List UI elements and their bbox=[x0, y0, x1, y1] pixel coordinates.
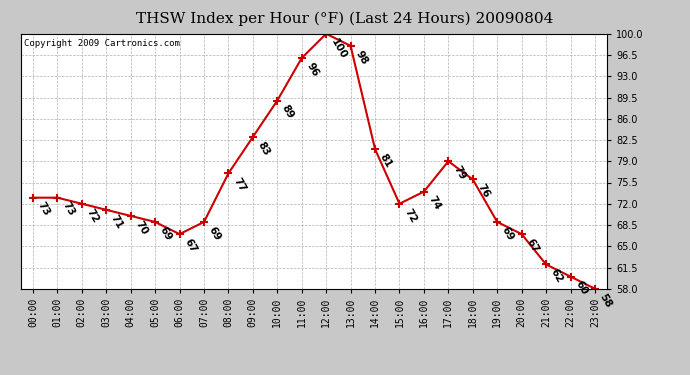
Text: 74: 74 bbox=[426, 194, 443, 212]
Text: 98: 98 bbox=[353, 49, 369, 66]
Text: 100: 100 bbox=[329, 36, 348, 60]
Text: 71: 71 bbox=[109, 213, 125, 230]
Text: 58: 58 bbox=[598, 291, 613, 309]
Text: 62: 62 bbox=[549, 267, 565, 285]
Text: 60: 60 bbox=[573, 279, 589, 297]
Text: 69: 69 bbox=[158, 225, 174, 242]
Text: 72: 72 bbox=[85, 207, 101, 224]
Text: 67: 67 bbox=[182, 237, 198, 255]
Text: THSW Index per Hour (°F) (Last 24 Hours) 20090804: THSW Index per Hour (°F) (Last 24 Hours)… bbox=[137, 11, 553, 26]
Text: Copyright 2009 Cartronics.com: Copyright 2009 Cartronics.com bbox=[23, 39, 179, 48]
Text: 73: 73 bbox=[36, 201, 52, 218]
Text: 83: 83 bbox=[255, 140, 272, 157]
Text: 79: 79 bbox=[451, 164, 467, 182]
Text: 72: 72 bbox=[402, 207, 418, 224]
Text: 96: 96 bbox=[304, 61, 320, 78]
Text: 67: 67 bbox=[524, 237, 540, 255]
Text: 69: 69 bbox=[500, 225, 516, 242]
Text: 77: 77 bbox=[231, 176, 247, 194]
Text: 69: 69 bbox=[207, 225, 223, 242]
Text: 70: 70 bbox=[133, 219, 150, 236]
Text: 89: 89 bbox=[280, 104, 296, 121]
Text: 76: 76 bbox=[475, 182, 491, 200]
Text: 81: 81 bbox=[378, 152, 394, 170]
Text: 73: 73 bbox=[60, 201, 76, 218]
